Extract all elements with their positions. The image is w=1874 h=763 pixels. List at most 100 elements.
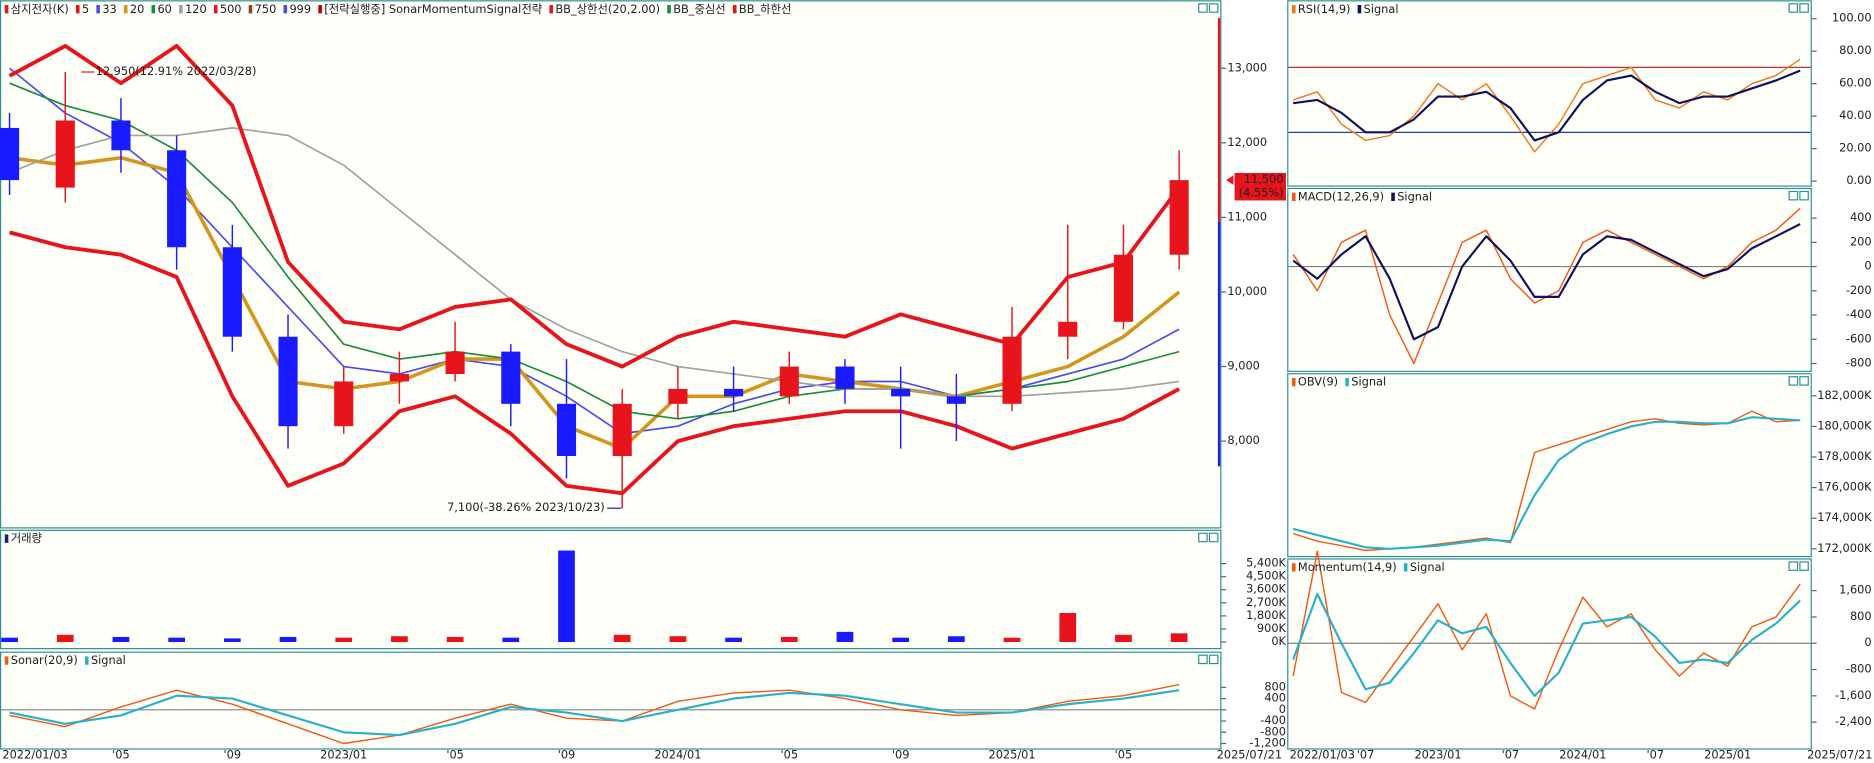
candle-body	[1113, 254, 1134, 322]
legend-label: 500	[220, 2, 242, 16]
candle-body	[724, 388, 744, 397]
panel-button[interactable]	[1788, 561, 1799, 571]
legend-swatch	[1291, 5, 1296, 14]
panel-button[interactable]	[1788, 376, 1799, 386]
y-tick-label: 80.00	[1839, 43, 1871, 57]
x-tick-label: '05	[780, 748, 798, 762]
legend-label: RSI(14,9)	[1298, 2, 1351, 16]
legend-swatch	[1291, 377, 1296, 387]
price-tag-change: (4.55%)	[1239, 185, 1284, 199]
candle-body	[891, 388, 911, 397]
indicator-line	[9, 82, 1180, 420]
panel-button[interactable]	[1788, 190, 1799, 201]
panel-close[interactable]	[1799, 376, 1809, 386]
y-tick-label: -800	[1260, 724, 1286, 738]
legend-swatch	[667, 5, 671, 14]
volume-bar	[1059, 612, 1077, 643]
legend-label: 750	[255, 2, 277, 16]
panel-close[interactable]	[1208, 654, 1219, 665]
legend-label: Signal	[91, 653, 126, 667]
volume-bar	[836, 631, 854, 643]
legend-swatch	[213, 5, 218, 14]
legend-swatch	[318, 5, 322, 14]
panel-close[interactable]	[1208, 532, 1219, 543]
candle-body	[946, 396, 966, 404]
y-tick-label: 400	[1264, 691, 1286, 705]
x-tick-label: 2023/01	[1414, 748, 1461, 762]
legend-swatch	[1291, 192, 1296, 202]
y-tick-label: 180,000K	[1817, 418, 1872, 432]
candle-body	[501, 351, 521, 404]
indicator-line	[1292, 592, 1801, 697]
y-tick-label: 60.00	[1839, 76, 1871, 90]
y-tick-label: 178,000K	[1817, 449, 1872, 463]
y-tick-label: 0.00	[1846, 173, 1871, 187]
panel-button[interactable]	[1198, 654, 1208, 665]
legend-swatch	[151, 5, 156, 14]
panel-button[interactable]	[1788, 3, 1799, 13]
legend-label: 999	[289, 2, 311, 16]
legend-swatch	[283, 5, 288, 14]
panel-close[interactable]	[1799, 190, 1809, 201]
indicator-line	[9, 127, 1180, 398]
panel-close[interactable]	[1799, 561, 1809, 571]
volume-bar	[168, 637, 186, 643]
candle-body	[1169, 180, 1189, 255]
candle-body	[55, 120, 75, 188]
panel	[1287, 558, 1812, 750]
legend-label: BB_중심선	[673, 2, 726, 16]
indicator-line	[1292, 223, 1801, 341]
panel-close[interactable]	[1799, 3, 1809, 13]
legend-swatch	[84, 656, 89, 665]
y-tick-label: 10,000	[1227, 284, 1267, 298]
candle-body	[278, 336, 298, 427]
candle-body	[1058, 321, 1078, 337]
legend-swatch	[1357, 5, 1362, 14]
candle-body	[389, 373, 409, 382]
legend-label: 20	[130, 2, 144, 16]
y-tick-label: 20.00	[1839, 141, 1871, 155]
x-end-label: 2025/07/21	[1217, 748, 1282, 762]
x-tick-label: 2025/01	[988, 748, 1035, 762]
panel-title: 거래량	[11, 531, 43, 545]
volume-bar	[391, 636, 408, 643]
price-tag-value: 11,500	[1244, 172, 1284, 186]
legend-swatch	[75, 5, 80, 14]
price-tag	[1234, 172, 1286, 201]
y-tick-label: 8,000	[1227, 433, 1259, 447]
annotation-label: 7,100(-38.26% 2023/10/23)	[447, 500, 605, 514]
x-tick-label: 2025/01	[1704, 748, 1751, 762]
candle-body	[668, 388, 688, 404]
legend-label: OBV(9)	[1298, 375, 1338, 389]
panel-close[interactable]	[1208, 3, 1219, 13]
legend-swatch	[549, 5, 553, 14]
volume-bar	[780, 636, 798, 643]
panel-button[interactable]	[1198, 3, 1208, 13]
legend-swatch	[123, 5, 128, 14]
candle-body	[111, 120, 131, 151]
y-tick-label: -800	[1846, 662, 1872, 676]
y-tick-label: 0	[1864, 259, 1871, 273]
x-end-label: 2025/07/21	[1807, 748, 1872, 762]
panel	[0, 0, 1222, 529]
y-tick-label: 200	[1850, 234, 1872, 248]
panel	[0, 529, 1222, 650]
indicator-line	[9, 155, 1181, 451]
legend-swatch	[732, 5, 737, 14]
panel-button[interactable]	[1198, 532, 1208, 543]
legend-swatch	[1291, 563, 1296, 572]
legend-swatch	[1345, 377, 1349, 387]
y-tick-label: 176,000K	[1817, 480, 1872, 494]
x-tick-label: '05	[1115, 748, 1133, 762]
volume-bar	[669, 636, 687, 643]
y-tick-label: -800	[1846, 356, 1872, 370]
candle-body	[222, 247, 242, 337]
x-tick-label: 2022/01/03	[1290, 748, 1355, 762]
legend-label: 삼지전자(K)	[11, 2, 69, 16]
legend-label: MACD(12,26,9)	[1298, 189, 1384, 203]
legend-label: 120	[185, 2, 207, 16]
panel	[0, 651, 1222, 750]
indicator-line	[8, 43, 1181, 369]
volume-bar	[56, 634, 74, 643]
legend-label: 5	[82, 2, 89, 16]
